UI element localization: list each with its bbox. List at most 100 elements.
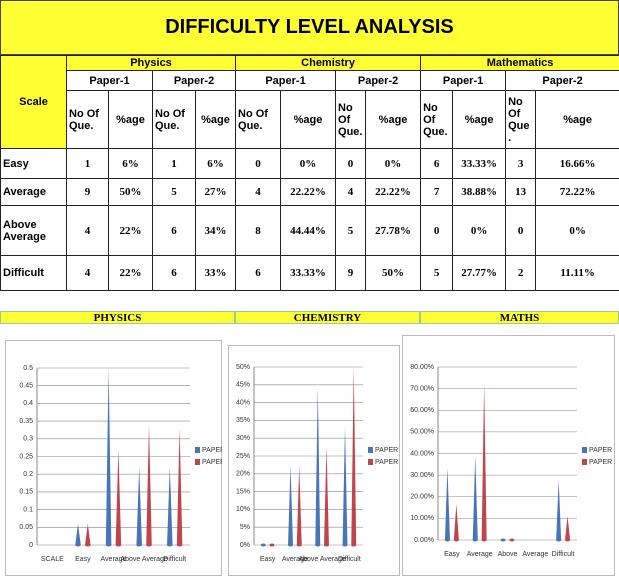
cell: 2 — [505, 255, 537, 291]
footer-label: CHEMISTRY — [235, 311, 420, 324]
cell: 0 — [420, 205, 454, 256]
cone-base — [324, 543, 329, 547]
y-tick-label: 35% — [236, 417, 250, 424]
column-header: %age — [365, 90, 422, 149]
legend-swatch — [368, 459, 373, 465]
cell: 6% — [194, 148, 237, 179]
legend-swatch — [368, 447, 373, 453]
column-header: No Of Que. — [335, 90, 367, 149]
x-tick-label: Above Average — [298, 556, 345, 563]
cone-base — [351, 543, 357, 547]
cell: 27.78% — [365, 205, 422, 256]
cone — [556, 479, 562, 540]
cell: 44.44% — [280, 205, 337, 256]
cone-base — [509, 538, 515, 542]
paper-header: Paper-2 — [151, 70, 237, 91]
cell: 5 — [420, 255, 454, 291]
y-tick-label: 0.45 — [19, 383, 33, 390]
cone-base — [444, 538, 450, 542]
cone-base — [260, 543, 266, 547]
cone-base — [500, 538, 506, 542]
column-header: No Of Que . — [505, 90, 537, 149]
y-tick-label: 40.00% — [410, 450, 434, 457]
cone — [146, 424, 152, 545]
x-tick-label: Easy — [75, 556, 91, 563]
cone-base — [556, 538, 562, 542]
cell: 4 — [66, 205, 109, 256]
cone — [342, 426, 348, 545]
y-tick-label: 15% — [236, 488, 250, 495]
cell: 11.11% — [535, 255, 619, 291]
cell: 7 — [420, 178, 454, 206]
y-tick-label: 30.00% — [410, 472, 434, 479]
x-tick-label: Average — [467, 551, 493, 558]
y-tick-label: 0.5 — [23, 365, 33, 372]
cell: 4 — [335, 178, 367, 206]
cone-base — [315, 543, 321, 547]
legend-label: PAPER 1 — [375, 447, 400, 454]
y-tick-label: 20% — [236, 471, 250, 478]
cone — [75, 523, 81, 545]
cell: 6 — [420, 148, 454, 179]
cone — [167, 467, 173, 545]
cell: 13 — [505, 178, 537, 206]
legend-swatch — [582, 447, 587, 453]
x-tick-label: Average — [522, 551, 548, 558]
cell: 16.66% — [535, 148, 619, 179]
cell: 34% — [194, 205, 237, 256]
x-tick-label: Difficult — [163, 556, 186, 563]
y-tick-label: 0% — [240, 542, 250, 549]
y-tick-label: 0.15 — [19, 489, 33, 496]
paper-header: Paper-1 — [235, 70, 337, 91]
cell: 6 — [152, 205, 196, 256]
cell: 33.33% — [280, 255, 337, 291]
cell: 27% — [194, 178, 237, 206]
footer-label: MATHS — [420, 311, 619, 324]
footer-label: PHYSICS — [0, 311, 235, 324]
subject-header: Chemistry — [235, 55, 422, 71]
y-tick-label: 30% — [236, 435, 250, 442]
cell: 1 — [66, 148, 109, 179]
cone — [453, 503, 459, 540]
cell: 9 — [335, 255, 367, 291]
row-label: Difficult — [0, 255, 67, 291]
cell: 8 — [235, 205, 282, 256]
cone-base — [105, 543, 112, 547]
cone — [115, 449, 122, 545]
column-header: %age — [108, 90, 153, 149]
row-label: Easy — [0, 148, 67, 179]
cone — [136, 467, 142, 545]
cone — [324, 446, 329, 545]
cone-base — [167, 543, 173, 547]
y-tick-label: 0.3 — [23, 436, 33, 443]
x-tick-label: Easy — [260, 556, 276, 563]
y-tick-label: 10.00% — [410, 515, 434, 522]
y-tick-label: 40% — [236, 399, 250, 406]
cell: 1 — [152, 148, 196, 179]
x-tick-label: Difficult — [552, 551, 575, 558]
cone-base — [146, 543, 152, 547]
cone — [176, 428, 183, 545]
legend-label: PAPER 2 — [202, 459, 222, 466]
cell: 33% — [194, 255, 237, 291]
y-tick-label: 10% — [236, 506, 250, 513]
cell: 0 — [505, 205, 537, 256]
scale-header: Scale — [0, 55, 67, 149]
legend-swatch — [195, 447, 200, 453]
x-tick-label: Average — [282, 556, 308, 563]
y-tick-label: 0.35 — [19, 418, 33, 425]
cell: 22% — [108, 255, 153, 291]
column-header: %age — [280, 90, 337, 149]
cell: 3 — [505, 148, 537, 179]
chart: 0.00% 10.00% 20.00% 30.00% 40.00% 50.00% 60.00… — [402, 335, 615, 576]
y-tick-label: 50% — [236, 364, 250, 371]
cell: 4 — [66, 255, 109, 291]
cone-base — [136, 543, 142, 547]
cone-base — [472, 538, 478, 542]
column-header: %age — [452, 90, 507, 149]
y-tick-label: 60.00% — [410, 407, 434, 414]
table-row: Difficult 4 22% 6 33% 6 33.33% 9 50% 5 27.77% 2 11.1… — [0, 255, 619, 291]
cell: 0% — [452, 205, 507, 256]
cell: 0% — [535, 205, 619, 256]
